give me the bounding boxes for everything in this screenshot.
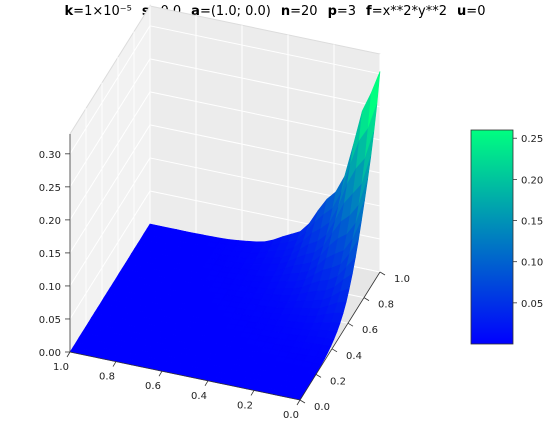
x-tick-label: 0.8: [99, 372, 115, 383]
colorbar-tick-label: 0.05: [521, 299, 543, 310]
grid-left-z: [69, 91, 151, 221]
y-tick-label: 1.0: [394, 274, 410, 285]
z-tick-label: 0.20: [39, 216, 61, 227]
z-tick-label: 0.05: [39, 315, 61, 326]
grid-left-z: [69, 25, 151, 155]
grid-left-z: [69, 58, 151, 188]
colorbar-tick-label: 0.25: [521, 134, 543, 145]
y-tick-mark: [379, 271, 386, 276]
tick-labels: 1.0 0.8 0.6 0.4 0.2 0.0 0.0 0.2 0.4 0.6 0.8 1.0 0.00…: [39, 150, 410, 421]
x-tick-mark: [296, 399, 301, 406]
title-param-f: f=x**2*y**2: [366, 4, 448, 19]
x-tick-label: 0.6: [145, 381, 161, 392]
y-tick-label: 0.2: [330, 376, 346, 387]
grid-back-z: [149, 124, 381, 174]
grid-left-z: [69, 190, 151, 320]
colorbar-fill: [470, 129, 514, 345]
grid-back-z: [149, 91, 381, 141]
x-tick-mark: [66, 351, 71, 358]
x-tick-mark: [204, 380, 209, 387]
x-tick-label: 0.4: [191, 391, 207, 402]
grid-back-z: [149, 58, 381, 108]
y-tick-mark: [315, 374, 322, 378]
grid-left-z: [69, 124, 151, 254]
x-tick-mark: [250, 390, 255, 396]
x-tick-mark: [112, 361, 117, 367]
grid-left-z: [69, 157, 151, 287]
colorbar: 0.05 0.10 0.15 0.20 0.25: [470, 129, 543, 345]
y-tick-label: 0.8: [378, 300, 394, 311]
colorbar-tick-label: 0.10: [521, 258, 543, 269]
title-param-p: p=3: [327, 4, 357, 19]
z-tick-label: 0.25: [39, 183, 61, 194]
surface: [69, 71, 381, 401]
x-tick-label: 1.0: [53, 362, 69, 373]
y-axis-line: [299, 271, 381, 401]
title-param-u: u=0: [457, 4, 486, 19]
x-axis-line: [69, 351, 301, 401]
chart-title: k=1×10⁻⁵s=0.0a=(1.0; 0.0)n=20p=3f=x**2*y…: [0, 4, 550, 19]
x-tick-label: 0.2: [237, 400, 253, 411]
z-tick-label: 0.10: [39, 282, 61, 293]
y-tick-mark: [363, 297, 370, 301]
title-param-k: k=1×10⁻⁵: [64, 4, 132, 19]
x-tick-label: 0.0: [283, 410, 299, 421]
grid-back-z: [149, 25, 381, 75]
z-tick-label: 0.15: [39, 249, 61, 260]
title-param-a: a=(1.0; 0.0): [191, 4, 271, 19]
x-tick-mark: [158, 370, 163, 377]
z-tick-label: 0.30: [39, 150, 61, 161]
colorbar-tick-label: 0.20: [521, 175, 543, 186]
y-tick-label: 0.0: [314, 402, 330, 413]
y-tick-mark: [331, 348, 338, 353]
y-tick-label: 0.4: [346, 351, 362, 362]
y-tick-mark: [347, 322, 354, 327]
title-param-n: n=20: [280, 4, 318, 19]
y-tick-mark: [299, 399, 306, 404]
axis-lines: [69, 134, 381, 401]
colorbar-tick-label: 0.15: [521, 217, 543, 228]
z-tick-label: 0.00: [39, 348, 61, 359]
y-tick-label: 0.6: [362, 325, 378, 336]
